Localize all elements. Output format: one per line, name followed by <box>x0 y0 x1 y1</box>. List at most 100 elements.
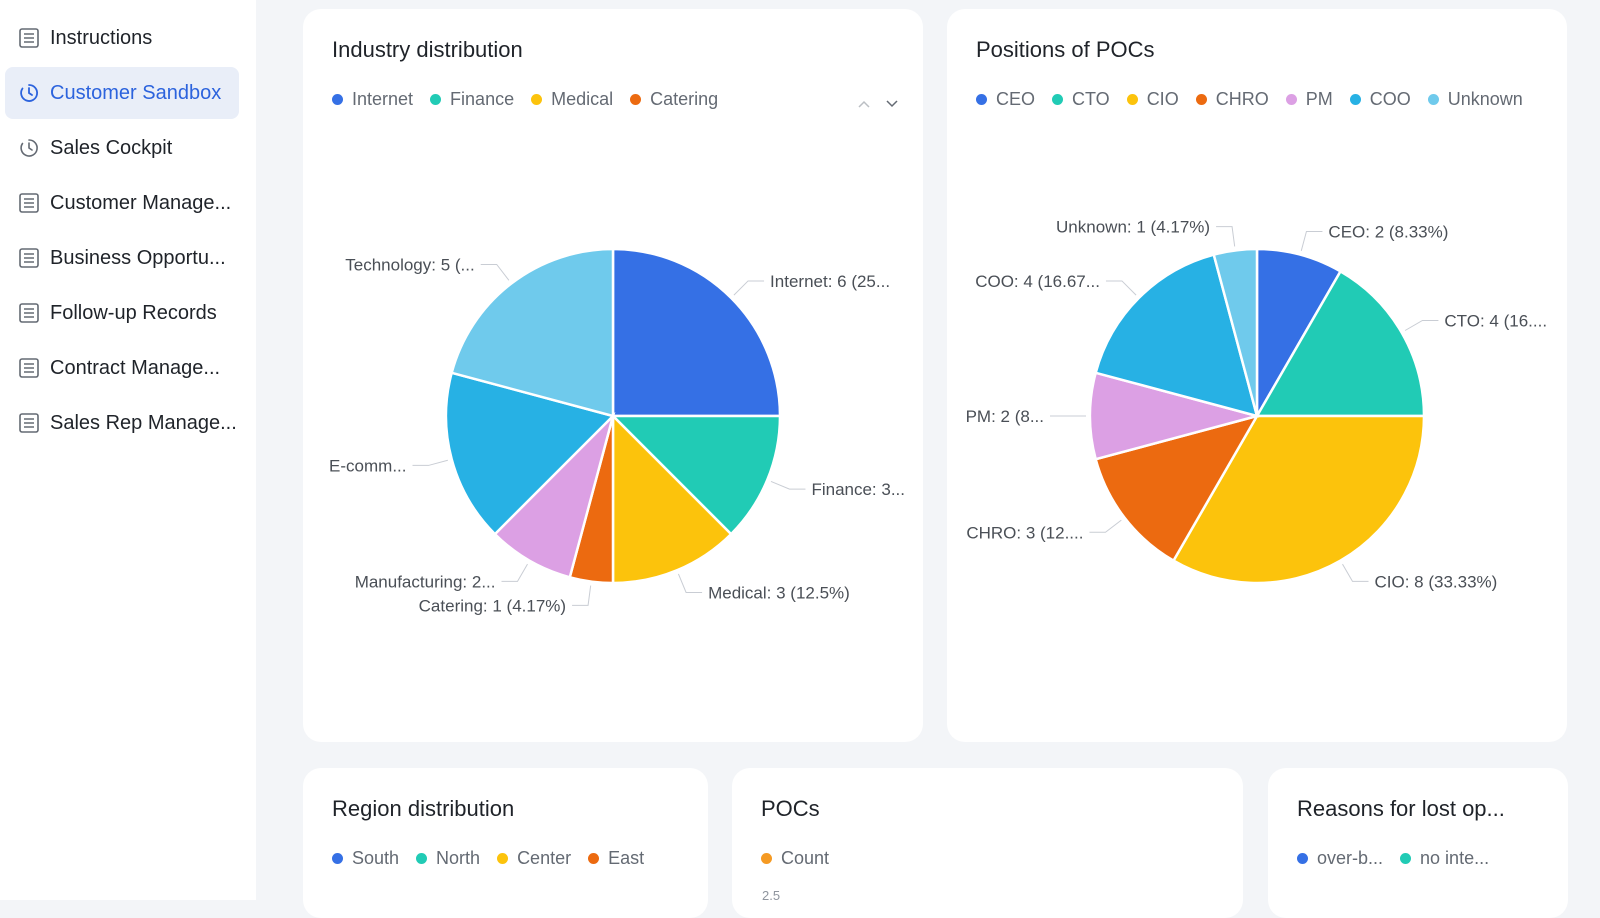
chevron-down-icon[interactable] <box>883 95 901 113</box>
pie-label-leader-line <box>412 459 448 466</box>
legend-item-center[interactable]: Center <box>497 848 571 869</box>
legend-dot <box>1427 94 1439 105</box>
pie-label-leader-line <box>1089 519 1122 533</box>
sidebar-item-label: Contract Manage... <box>50 356 221 379</box>
legend-item-south[interactable]: South <box>332 848 399 869</box>
pie-slice-unknown[interactable] <box>1212 247 1259 417</box>
legend-item-cto[interactable]: CTO <box>1052 89 1110 110</box>
legend-label: PM <box>1305 89 1333 109</box>
legend-dot <box>531 94 543 105</box>
industry-pie-chart: Internet: 6 (25... Finance: 3... Medical: … <box>329 247 905 615</box>
pie-slice-ceo[interactable] <box>1255 247 1343 421</box>
pie-slice-label: Medical: 3 (12.5%) <box>708 583 850 602</box>
pie-slice-label: Technology: 5 (... <box>345 255 474 274</box>
pie-slice-pm[interactable] <box>1088 371 1262 461</box>
pie-slice-e-commerce[interactable] <box>444 371 616 536</box>
legend-item-no-interest[interactable]: no inte... <box>1400 848 1489 869</box>
sidebar-item-sales-cockpit[interactable]: Sales Cockpit <box>5 122 239 174</box>
legend-dot <box>1285 94 1297 105</box>
table-icon <box>18 302 40 324</box>
chart-legend: over-b... no inte... <box>1297 848 1506 869</box>
pie-slice-label: Unknown: 1 (4.17%) <box>1056 218 1210 237</box>
legend-label: CEO <box>996 89 1036 109</box>
legend-item-east[interactable]: East <box>588 848 644 869</box>
pie-label-leader-line <box>1342 563 1369 582</box>
pie-label-leader-line <box>1404 320 1439 331</box>
pie-slice-cio[interactable] <box>1171 414 1426 585</box>
pie-slice-internet[interactable] <box>611 247 782 418</box>
pie-slice-label: Finance: 3... <box>811 480 905 499</box>
sidebar-item-label: Instructions <box>50 26 153 49</box>
sidebar-item-instructions[interactable]: Instructions <box>5 12 239 64</box>
sidebar-item-label: Follow-up Records <box>50 301 217 324</box>
pie-slice-label: Catering: 1 (4.17%) <box>419 596 566 615</box>
legend-dot <box>976 94 987 105</box>
pie-slice-medical[interactable] <box>611 412 733 585</box>
legend-label: Center <box>517 848 572 868</box>
pie-slice-technology[interactable] <box>450 247 615 418</box>
sidebar-item-label: Customer Sandbox <box>50 81 222 104</box>
legend-item-north[interactable]: North <box>416 848 480 869</box>
legend-item-unknown[interactable]: Unknown <box>1427 89 1523 110</box>
sidebar-item-follow-up-records[interactable]: Follow-up Records <box>5 287 239 339</box>
pie-slice-coo[interactable] <box>1094 253 1259 418</box>
pie-slice-cto[interactable] <box>1254 269 1426 418</box>
pie-slice-label: E-comm... <box>329 456 406 475</box>
sidebar-item-customer-sandbox[interactable]: Customer Sandbox <box>5 67 239 119</box>
sidebar-item-sales-rep-management[interactable]: Sales Rep Manage... <box>5 397 239 449</box>
pie-label-leader-line <box>770 480 806 490</box>
legend-label: Count <box>781 848 830 868</box>
legend-label: Finance <box>450 89 515 109</box>
legend-dot <box>761 853 772 864</box>
chevron-up-icon[interactable] <box>855 95 873 113</box>
legend-label: Unknown <box>1447 89 1523 109</box>
legend-label: South <box>352 848 400 868</box>
pie-label-leader-line <box>480 263 510 281</box>
legend-item-over-budget[interactable]: over-b... <box>1297 848 1383 869</box>
legend-dot <box>430 94 442 105</box>
table-icon <box>18 357 40 379</box>
sidebar-item-business-opportunities[interactable]: Business Opportu... <box>5 232 239 284</box>
pie-slice-finance[interactable] <box>609 414 782 536</box>
sidebar-item-label: Business Opportu... <box>50 246 226 269</box>
legend-label: COO <box>1369 89 1411 109</box>
legend-item-cio[interactable]: CIO <box>1126 89 1179 110</box>
card-title: POCs <box>761 796 820 821</box>
pie-slice-label: CHRO: 3 (12.... <box>966 523 1083 542</box>
table-icon <box>18 27 40 49</box>
legend-item-internet[interactable]: Internet <box>332 89 413 110</box>
legend-item-count[interactable]: Count <box>761 848 829 869</box>
legend-dot <box>1349 94 1361 105</box>
legend-item-chro[interactable]: CHRO <box>1195 89 1269 110</box>
pie-slice-label: PM: 2 (8... <box>966 407 1044 426</box>
table-icon <box>18 247 40 269</box>
sidebar: Instructions Customer Sandbox Sales Cock… <box>0 0 256 900</box>
y-axis-tick: 2.5 <box>762 888 781 903</box>
legend-item-medical[interactable]: Medical <box>531 89 613 110</box>
card-title: Reasons for lost op... <box>1297 796 1505 821</box>
chart-legend: Internet Finance Medical Catering <box>332 89 735 110</box>
pie-slice-label: Internet: 6 (25... <box>770 272 890 291</box>
legend-item-finance[interactable]: Finance <box>430 89 514 110</box>
legend-label: CTO <box>1072 89 1110 109</box>
legend-dot <box>332 94 343 105</box>
dashboard-icon <box>18 137 40 159</box>
chart-legend: Count <box>761 848 846 869</box>
pie-slice-label: CTO: 4 (16.... <box>1444 312 1547 331</box>
pie-label-leader-line <box>572 585 592 606</box>
sidebar-item-contract-management[interactable]: Contract Manage... <box>5 342 239 394</box>
pocs-card: POCs Count 2.5 <box>732 768 1243 918</box>
legend-item-pm[interactable]: PM <box>1285 89 1333 110</box>
pie-slice-manufacturing[interactable] <box>493 411 616 579</box>
sidebar-item-customer-management[interactable]: Customer Manage... <box>5 177 239 229</box>
pie-label-leader-line <box>1216 226 1236 247</box>
legend-label: North <box>436 848 481 868</box>
pie-slice-chro[interactable] <box>1094 414 1260 563</box>
legend-dot <box>332 853 343 864</box>
legend-item-catering[interactable]: Catering <box>630 89 718 110</box>
legend-item-coo[interactable]: COO <box>1349 89 1411 110</box>
legend-item-ceo[interactable]: CEO <box>976 89 1035 110</box>
sidebar-item-label: Sales Rep Manage... <box>50 411 237 434</box>
chart-legend: South North Center East <box>332 848 661 869</box>
legend-label: over-b... <box>1317 848 1384 868</box>
